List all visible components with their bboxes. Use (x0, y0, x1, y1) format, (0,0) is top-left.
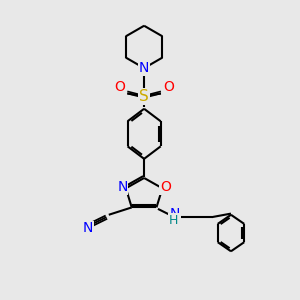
Text: N: N (139, 61, 149, 75)
Text: H: H (169, 214, 178, 226)
Text: S: S (139, 89, 149, 104)
Text: O: O (160, 180, 171, 194)
Text: N: N (83, 221, 93, 235)
Text: O: O (163, 80, 174, 94)
Text: N: N (117, 180, 128, 194)
Text: O: O (114, 80, 125, 94)
Text: N: N (170, 207, 180, 220)
